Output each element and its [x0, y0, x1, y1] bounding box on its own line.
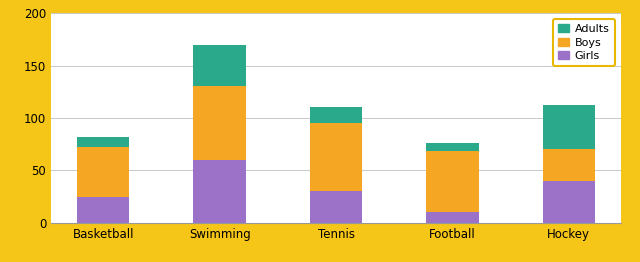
Bar — [310, 123, 362, 191]
Bar — [193, 45, 246, 86]
Bar — [310, 191, 362, 223]
Bar — [426, 143, 479, 151]
Bar — [543, 181, 595, 223]
Bar — [543, 105, 595, 149]
Legend: Adults, Boys, Girls: Adults, Boys, Girls — [552, 19, 615, 67]
Bar — [77, 137, 129, 147]
Bar — [193, 86, 246, 160]
Bar — [310, 107, 362, 123]
Bar — [426, 212, 479, 223]
Bar — [77, 147, 129, 196]
Bar — [543, 149, 595, 181]
Bar — [426, 151, 479, 212]
Bar — [193, 160, 246, 223]
Bar — [77, 196, 129, 223]
